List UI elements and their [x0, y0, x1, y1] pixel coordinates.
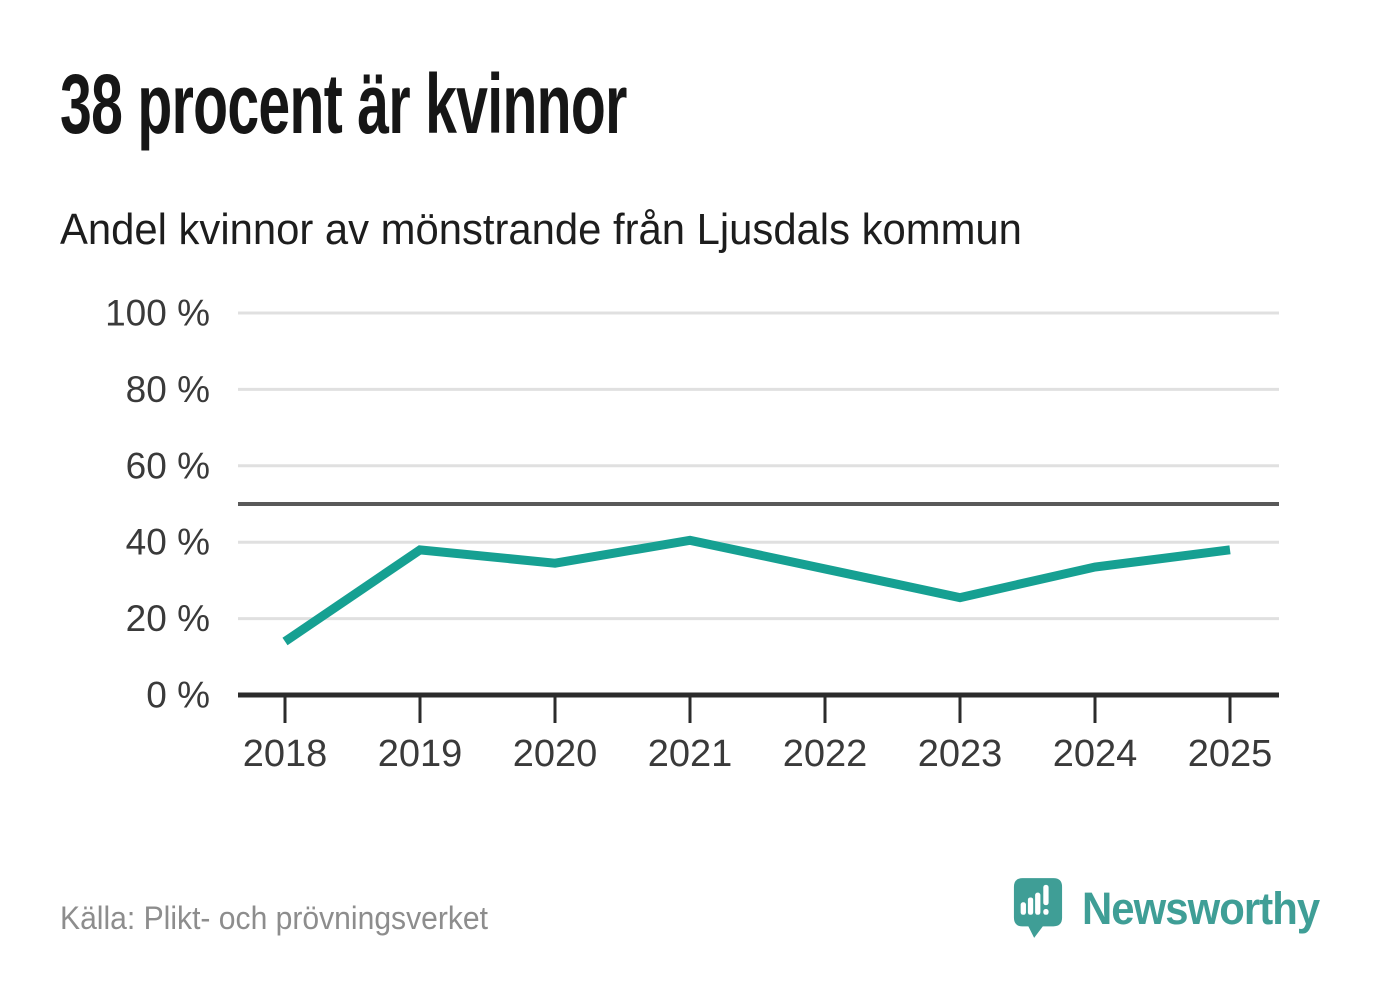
logo-exclamation-icon	[1043, 884, 1049, 915]
data-line	[282, 535, 1231, 646]
x-tick-label-2025: 2025	[1188, 733, 1273, 775]
y-tick-label-80: 80 %	[126, 369, 210, 410]
x-tick-label-2024: 2024	[1053, 733, 1138, 775]
brand-name: Newsworthy	[1082, 883, 1320, 934]
source-note: Källa: Plikt- och prövningsverket	[60, 900, 488, 936]
x-tick-label-2019: 2019	[378, 733, 463, 775]
newsworthy-logo: Newsworthy	[1012, 878, 1322, 942]
y-tick-label-20: 20 %	[126, 598, 210, 639]
x-tick-label-2022: 2022	[783, 733, 868, 775]
y-tick-label-40: 40 %	[126, 522, 210, 563]
logo-bubble-icon	[1013, 878, 1063, 938]
y-tick-label-60: 60 %	[126, 445, 210, 486]
y-tick-label-100: 100 %	[105, 293, 210, 334]
x-tick-label-2018: 2018	[243, 733, 328, 775]
x-tick-label-2021: 2021	[648, 733, 733, 775]
chart-headline: 38 procent är kvinnor	[60, 57, 627, 151]
chart-subtitle: Andel kvinnor av mönstrande från Ljusdal…	[60, 205, 1022, 254]
y-tick-label-0: 0 %	[146, 675, 210, 716]
logo-bar-chart-icon	[1020, 892, 1041, 915]
x-tick-label-2020: 2020	[513, 733, 598, 775]
x-tick-label-2023: 2023	[918, 733, 1003, 775]
